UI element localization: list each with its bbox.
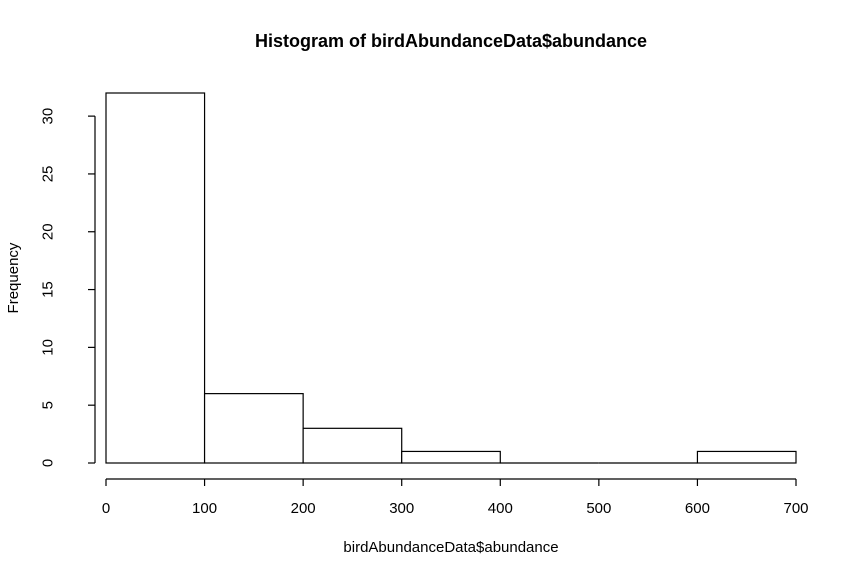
y-tick-label: 15 — [40, 281, 57, 298]
histogram-bar — [105, 92, 206, 464]
histogram-bar — [696, 450, 797, 464]
y-tick-label: 30 — [40, 108, 57, 125]
y-tick-label: 25 — [40, 166, 57, 183]
x-tick-label: 300 — [389, 500, 414, 517]
x-tick-label: 500 — [586, 500, 611, 517]
bars-group — [105, 92, 797, 464]
histogram-bar — [203, 393, 304, 464]
y-axis-label: Frequency — [5, 242, 22, 313]
y-tick-label: 5 — [40, 401, 57, 409]
x-tick-label: 400 — [488, 500, 513, 517]
y-tick-label: 10 — [40, 339, 57, 356]
y-axis: 0 5 10 15 20 25 30 — [40, 108, 96, 467]
chart-title: Histogram of birdAbundanceData$abundance — [255, 31, 647, 51]
x-tick-label: 600 — [685, 500, 710, 517]
x-tick-label: 0 — [102, 500, 110, 517]
histogram-bar — [401, 450, 501, 464]
x-axis: 0 100 200 300 400 500 600 700 — [102, 478, 809, 517]
x-tick-label: 100 — [192, 500, 217, 517]
y-tick-label: 20 — [40, 223, 57, 240]
x-tick-label: 200 — [291, 500, 316, 517]
x-tick-label: 700 — [783, 500, 808, 517]
x-axis-label: birdAbundanceData$abundance — [343, 539, 558, 556]
y-tick-label: 0 — [40, 459, 57, 467]
histogram-bar — [302, 427, 403, 464]
